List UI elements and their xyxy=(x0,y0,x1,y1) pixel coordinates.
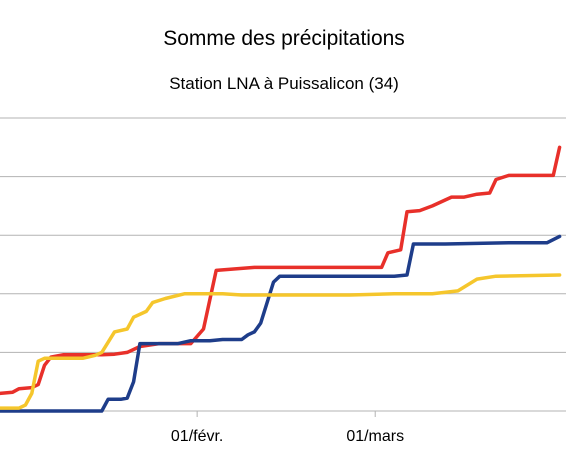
series-line-0 xyxy=(0,145,562,396)
x-tick-label-feb: 01/févr. xyxy=(171,428,223,445)
gridlines xyxy=(0,117,566,412)
chart-subtitle: Station LNA à Puissalicon (34) xyxy=(169,74,399,93)
data-series xyxy=(0,145,562,413)
x-tick-label-mar: 01/mars xyxy=(346,428,404,445)
series-line-2 xyxy=(0,273,562,410)
chart-title: Somme des précipitations xyxy=(163,27,405,50)
series-line-1 xyxy=(0,234,562,413)
x-axis-ticks xyxy=(196,411,376,417)
